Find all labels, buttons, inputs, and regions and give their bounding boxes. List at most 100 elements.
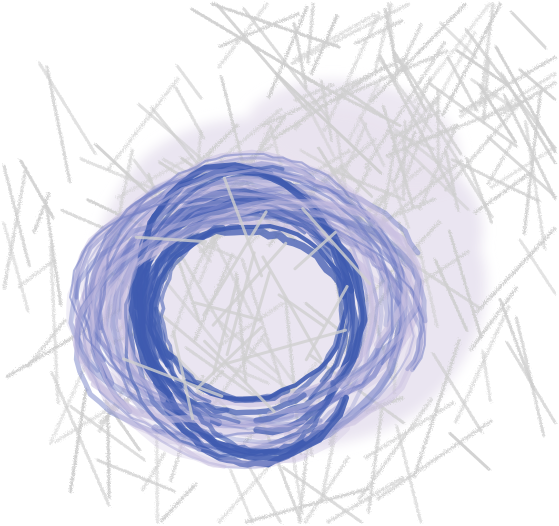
lattice-stroke [229, 468, 254, 524]
lattice-stroke [459, 92, 499, 118]
lattice-stroke [353, 19, 404, 46]
lattice-stroke [2, 221, 30, 313]
lattice-stroke [489, 145, 557, 189]
lattice-stroke [96, 458, 176, 493]
lattice-stroke [390, 109, 441, 140]
lattice-stroke-overlay [225, 328, 347, 365]
swirl-stroke [83, 200, 414, 425]
lattice-stroke [240, 355, 320, 411]
lattice-stroke-overlay [202, 210, 268, 317]
lattice-stroke [427, 81, 518, 148]
lattice-stroke [219, 107, 283, 161]
lattice-stroke-overlay [225, 251, 256, 357]
lattice-stroke [106, 77, 180, 171]
lattice-stroke-overlay [195, 326, 263, 390]
lattice-stroke [481, 349, 492, 403]
lattice-stroke [373, 2, 394, 73]
lattice-stroke [469, 286, 519, 352]
lattice-stroke [455, 49, 508, 86]
lattice-stroke [106, 413, 111, 499]
lattice-stroke [446, 56, 479, 112]
lattice-stroke-overlay [193, 301, 262, 322]
lattice-stroke [433, 258, 469, 332]
lattice-stroke-overlay [301, 207, 372, 286]
lattice-stroke [340, 86, 386, 119]
swirl-stroke [80, 155, 400, 470]
lattice-stroke [358, 115, 386, 167]
lattice-stroke [486, 142, 513, 186]
lattice-stroke [190, 7, 318, 85]
lattice-stroke [210, 2, 341, 49]
lattice-stroke [385, 123, 459, 158]
swirl-stroke [89, 180, 405, 445]
lattice-stroke [459, 55, 557, 114]
lattice-stroke [392, 23, 423, 82]
swirl-stroke [97, 152, 371, 331]
lattice-stroke [242, 7, 331, 122]
lattice-stroke [367, 404, 384, 514]
lattice-stroke [401, 145, 470, 211]
lattice-stroke-overlay [203, 339, 276, 413]
lattice-stroke [439, 21, 478, 59]
lattice-stroke-overlay [304, 285, 349, 362]
lattice-stroke-overlay [212, 277, 239, 376]
swirl-stroke [90, 156, 394, 470]
lattice-stroke [376, 419, 493, 501]
lattice-stroke [326, 476, 405, 524]
lattice-stroke [26, 318, 67, 368]
lattice-stroke [44, 199, 63, 307]
lattice-stroke [175, 64, 203, 100]
swirl-stroke [99, 170, 394, 450]
lattice-stroke [381, 104, 415, 208]
swirl-stroke [147, 212, 306, 403]
lattice-stroke [284, 297, 302, 455]
lattice-stroke [448, 229, 483, 338]
lattice-stroke [155, 426, 159, 524]
swirl-stroke [96, 216, 383, 334]
swirl-stroke [159, 224, 290, 403]
lattice-stroke [319, 79, 334, 142]
lattice-stroke [363, 396, 404, 413]
lattice-stroke [498, 297, 535, 391]
lattice-stroke [174, 86, 206, 140]
lattice-stroke [412, 338, 461, 479]
lattice-stroke [50, 371, 111, 507]
lattice-stroke [362, 220, 441, 303]
lattice-stroke [45, 65, 72, 184]
lattice-stroke [244, 487, 369, 524]
lattice-stroke [483, 72, 557, 121]
swirl-stroke [83, 165, 376, 379]
lattice-stroke-overlay [122, 357, 224, 398]
lattice-stroke-overlay [171, 330, 195, 421]
swirl-stroke [68, 197, 426, 417]
lattice-stroke [473, 171, 532, 215]
lattice-stroke [404, 100, 436, 179]
lattice-stroke [53, 398, 126, 444]
blue-swirl-scribble [66, 149, 428, 470]
swirl-stroke [73, 198, 421, 417]
lattice-stroke [479, 2, 495, 107]
lattice-stroke [240, 258, 287, 396]
lattice-stroke [164, 280, 222, 350]
swirl-stroke [145, 199, 350, 425]
lattice-stroke [115, 155, 194, 200]
lattice-stroke-overlay [211, 241, 288, 327]
lattice-stroke-overlay [222, 176, 264, 278]
lattice-stroke [274, 71, 383, 175]
lattice-stroke [303, 456, 350, 524]
swirl-stroke [121, 192, 375, 403]
swirl-stroke [91, 168, 407, 452]
lattice-stroke [17, 258, 56, 289]
lattice-stroke-overlay [134, 235, 208, 244]
lattice-stroke [357, 397, 434, 501]
lattice-stroke [444, 150, 460, 212]
lattice-stroke [368, 2, 467, 104]
lattice-stroke [160, 482, 198, 523]
lattice-stroke [443, 100, 524, 192]
lattice-stroke [2, 166, 28, 290]
lattice-stroke [500, 72, 557, 165]
lattice-stroke [141, 451, 167, 492]
lattice-stroke [49, 245, 60, 404]
